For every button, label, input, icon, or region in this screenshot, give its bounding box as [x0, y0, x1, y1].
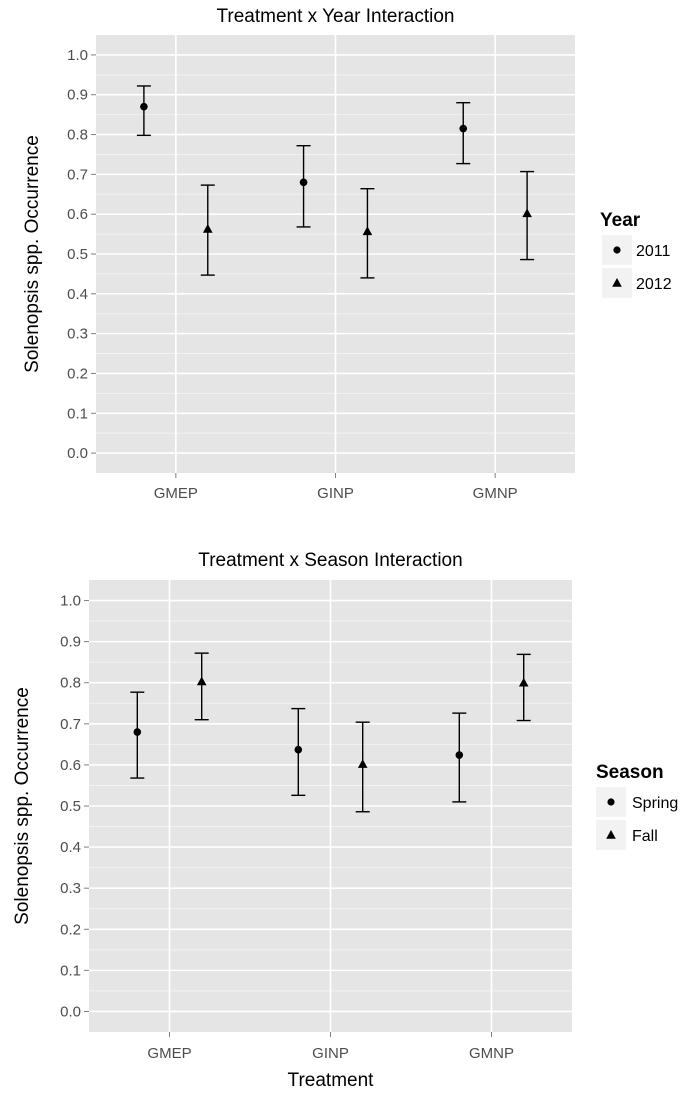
x-tick-label: GMNP [469, 1045, 514, 1062]
chart-title: Treatment x Season Interaction [198, 550, 462, 571]
legend-marker [606, 830, 616, 839]
data-point [140, 102, 148, 111]
data-point [518, 677, 529, 687]
y-tick-label: 0.8 [67, 127, 88, 144]
x-tick-label: GMEP [147, 1045, 191, 1062]
y-tick-label: 0.6 [67, 206, 88, 223]
x-tick-label: GINP [317, 485, 354, 502]
data-point [459, 124, 468, 133]
data-point [196, 676, 207, 686]
y-tick-label: 0.1 [67, 405, 88, 422]
legend-label: 2011 [636, 243, 671, 260]
data-point [299, 178, 308, 187]
data-point [133, 728, 142, 736]
y-tick-label: 0.1 [60, 962, 81, 979]
y-tick-label: 0.2 [60, 921, 81, 938]
legend-label: Spring [632, 795, 678, 812]
y-tick-label: 0.4 [67, 286, 88, 303]
y-tick-label: 0.5 [60, 798, 81, 815]
y-tick-label: 1.0 [67, 47, 88, 64]
y-tick-label: 0.7 [67, 166, 88, 183]
y-tick-label: 0.9 [67, 87, 88, 104]
y-axis-title: Solenopsis spp. Occurrence [22, 135, 43, 373]
y-tick-label: 0.0 [60, 1003, 81, 1020]
y-tick-label: 0.9 [60, 634, 81, 651]
x-tick-label: GMEP [154, 485, 198, 502]
y-tick-label: 1.0 [60, 593, 81, 610]
chart-1: Treatment x Year Interaction 0.0 0.1 0.2 0.3… [22, 6, 672, 502]
y-tick-label: 0.6 [60, 757, 81, 774]
y-tick-label: 0.4 [60, 839, 81, 856]
data-point [202, 223, 213, 233]
y-tick-label: 0.3 [60, 880, 81, 897]
data-point [455, 751, 464, 759]
y-tick-label: 0.7 [60, 716, 81, 733]
y-tick-label: 0.3 [67, 326, 88, 343]
x-axis-title: Treatment [288, 1070, 375, 1091]
y-axis-title: Solenopsis spp. Occurrence [12, 687, 33, 925]
y-tick-label: 0.8 [60, 675, 81, 692]
legend-marker [612, 278, 622, 287]
chart-title: Treatment x Year Interaction [217, 6, 455, 27]
chart-2: Treatment x Season Interaction 0.0 0.1 0.2 0… [12, 550, 678, 1091]
legend-title: Season [596, 762, 664, 783]
y-tick-label: 0.0 [67, 445, 88, 462]
data-point [294, 745, 303, 754]
x-tick-label: GMNP [473, 485, 518, 502]
y-tick-label: 0.5 [67, 246, 88, 263]
data-point [522, 208, 532, 218]
legend-label: 2012 [636, 276, 672, 293]
data-point [357, 759, 368, 768]
legend-marker [613, 246, 621, 254]
y-tick-label: 0.2 [67, 365, 88, 382]
data-point [362, 226, 373, 236]
legend-marker [607, 798, 615, 806]
legend-label: Fall [632, 828, 658, 845]
x-tick-label: GINP [312, 1045, 349, 1062]
legend-title: Year [600, 210, 641, 231]
